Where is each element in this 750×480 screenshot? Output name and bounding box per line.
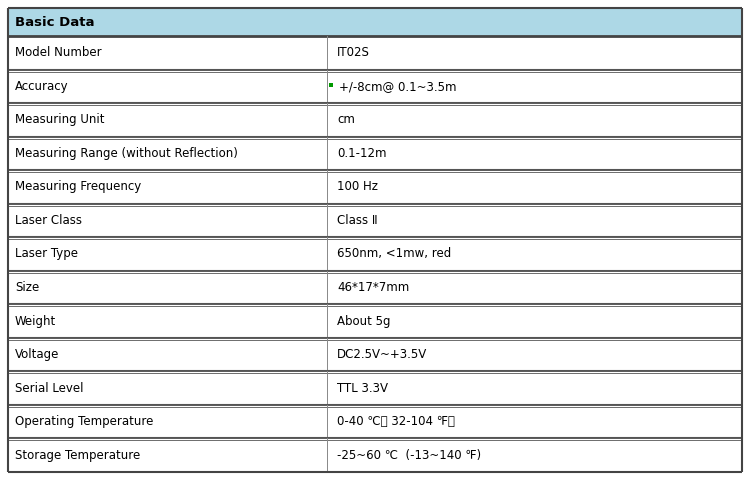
Bar (8, 204, 742, 237)
Text: 0.1-12m: 0.1-12m (338, 147, 387, 160)
Text: IT02S: IT02S (338, 46, 370, 59)
Text: 46*17*7mm: 46*17*7mm (338, 281, 410, 294)
Bar (8, 137, 742, 170)
Text: Measuring Frequency: Measuring Frequency (15, 180, 141, 193)
Text: 0-40 ℃（ 32-104 ℉）: 0-40 ℃（ 32-104 ℉） (338, 415, 455, 428)
Bar (8, 8, 742, 36)
Bar (8, 372, 742, 405)
Text: Operating Temperature: Operating Temperature (15, 415, 153, 428)
Text: 650nm, <1mw, red: 650nm, <1mw, red (338, 248, 452, 261)
Text: About 5g: About 5g (338, 314, 391, 327)
Text: Size: Size (15, 281, 39, 294)
Text: Basic Data: Basic Data (15, 15, 94, 28)
Text: Laser Class: Laser Class (15, 214, 82, 227)
Text: Voltage: Voltage (15, 348, 59, 361)
Bar (8, 338, 742, 372)
Bar (8, 70, 742, 103)
Text: Weight: Weight (15, 314, 56, 327)
Bar (8, 271, 742, 304)
Text: -25~60 ℃  (-13~140 ℉): -25~60 ℃ (-13~140 ℉) (338, 449, 482, 462)
Text: 100 Hz: 100 Hz (338, 180, 378, 193)
Bar (8, 304, 742, 338)
Text: Class Ⅱ: Class Ⅱ (338, 214, 378, 227)
Text: TTL 3.3V: TTL 3.3V (338, 382, 388, 395)
Text: Serial Level: Serial Level (15, 382, 83, 395)
Text: DC2.5V~+3.5V: DC2.5V~+3.5V (338, 348, 427, 361)
Bar (8, 170, 742, 204)
Bar (8, 103, 742, 137)
Bar (8, 405, 742, 438)
Text: Measuring Unit: Measuring Unit (15, 113, 104, 126)
Text: cm: cm (338, 113, 356, 126)
Bar (8, 438, 742, 472)
Text: Accuracy: Accuracy (15, 80, 69, 93)
Bar (8, 237, 742, 271)
Bar (8, 36, 742, 70)
Text: Measuring Range (without Reflection): Measuring Range (without Reflection) (15, 147, 238, 160)
Text: Laser Type: Laser Type (15, 248, 78, 261)
Text: Storage Temperature: Storage Temperature (15, 449, 140, 462)
Text: Model Number: Model Number (15, 46, 102, 59)
Text: +/-8cm@ 0.1~3.5m: +/-8cm@ 0.1~3.5m (339, 80, 457, 93)
